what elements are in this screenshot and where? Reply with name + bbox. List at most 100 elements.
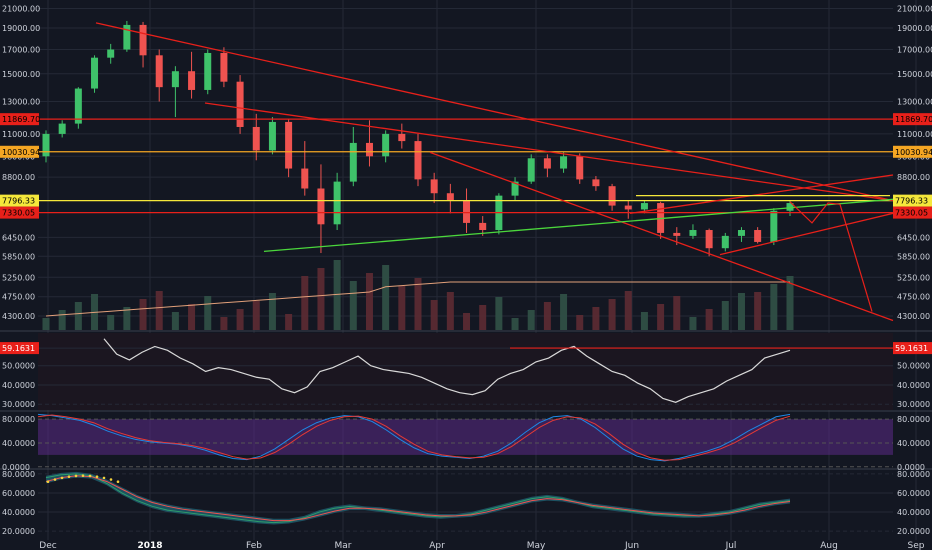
osc-tick-right: 80.0000 [897, 470, 930, 479]
volume-bar [155, 291, 163, 330]
y-tick-label-right: 19000.00 [897, 24, 932, 33]
candle-body [689, 230, 697, 236]
price-label-left-bg [0, 206, 39, 219]
volume-bar [446, 292, 454, 330]
price-label-right: 7330.05 [895, 209, 928, 218]
price-label-right: 10030.94 [895, 148, 932, 157]
volume-bar [317, 268, 325, 330]
price-label-right: 11869.70 [895, 115, 932, 124]
osc-signal-dot [74, 474, 78, 478]
candle-body [673, 232, 681, 236]
volume-bar [74, 302, 82, 330]
rsi-tick-right: 50.0000 [897, 362, 930, 371]
candle-body [560, 156, 568, 169]
osc-tick-left: 40.0000 [2, 508, 35, 517]
volume-bar [673, 296, 681, 330]
y-tick-label-left: 13000.00 [2, 98, 40, 107]
volume-bar [252, 301, 260, 330]
volume-bar [592, 307, 600, 330]
volume-bar [382, 265, 390, 330]
price-label-left-bg [0, 145, 39, 158]
volume-bars [42, 260, 794, 330]
candle-body [608, 186, 616, 206]
osc-signal-dot [81, 474, 85, 478]
x-tick-label: Jun [624, 541, 639, 550]
volume-bar [236, 309, 244, 330]
volume-bar [689, 317, 697, 330]
candle-body [220, 52, 228, 82]
candle-body [236, 81, 244, 127]
price-label-left: 7796.33 [2, 197, 35, 206]
osc-tick-right: 20.0000 [897, 527, 930, 536]
volume-bar [123, 307, 131, 330]
price-label-left: 11869.70 [2, 115, 40, 124]
oscillator-pane [38, 471, 893, 532]
rsi-tick-left: 50.0000 [2, 362, 35, 371]
volume-bar [107, 315, 115, 330]
candle-body [705, 230, 713, 249]
volume-bar [301, 276, 309, 330]
osc-line-b [45, 475, 791, 522]
candle-body [301, 168, 309, 189]
candle-body [511, 181, 519, 196]
x-tick-label: Apr [429, 541, 445, 550]
volume-bar [721, 301, 729, 330]
x-tick-label: Aug [820, 541, 838, 550]
y-tick-label-right: 11000.00 [897, 130, 932, 139]
osc-signal-dot [46, 480, 50, 484]
candle-body [737, 230, 745, 236]
volume-bar [58, 310, 66, 330]
volume-bar [576, 315, 584, 330]
x-tick-label: Feb [246, 541, 262, 550]
projected-path [789, 201, 873, 312]
rsi-tick-left: 40.0000 [2, 381, 35, 390]
volume-bar [786, 276, 794, 330]
candle-body [721, 235, 729, 249]
osc-signal-dot [53, 478, 57, 481]
x-tick-label: Dec [39, 541, 56, 550]
volume-bar [737, 293, 745, 330]
y-tick-label-right: 17000.00 [897, 46, 932, 55]
volume-bar [770, 284, 778, 330]
volume-bar [543, 302, 551, 330]
y-tick-label-left: 11000.00 [2, 130, 40, 139]
y-tick-label-right: 5250.00 [897, 273, 930, 282]
x-tick-label: Jul [725, 541, 737, 550]
rsi-price-label-left: 59.1631 [2, 344, 35, 353]
volume-bar [414, 278, 422, 330]
candle-body [155, 55, 163, 88]
candle-body [58, 123, 66, 134]
candle-body [398, 133, 406, 142]
volume-ma-line [45, 281, 790, 317]
candle-body [188, 71, 196, 90]
volume-bar [171, 312, 179, 330]
price-label-left: 7330.05 [2, 209, 35, 218]
y-tick-label-left: 4300.00 [2, 312, 35, 321]
candle-body [349, 142, 357, 182]
y-tick-label-left: 17000.00 [2, 46, 40, 55]
candle-body [204, 52, 212, 90]
volume-bar [463, 313, 471, 330]
volume-bar [495, 297, 503, 330]
candle-body [285, 121, 293, 169]
osc-tick-left: 20.0000 [2, 527, 35, 536]
volume-bar [285, 314, 293, 330]
x-tick-label: Sep [908, 541, 925, 550]
volume-bar [349, 281, 357, 330]
y-tick-label-right: 15000.00 [897, 70, 932, 79]
stoch-band [38, 419, 893, 455]
y-tick-label-right: 4750.00 [897, 293, 930, 302]
rsi-price-label-right-bg [893, 342, 932, 355]
x-tick-label: 2018 [137, 541, 162, 550]
price-label-right-bg [893, 206, 932, 219]
volume-bar [204, 296, 212, 330]
rsi-tick-left: 30.0000 [2, 400, 35, 409]
volume-bar [220, 317, 228, 330]
candle-body [252, 126, 260, 151]
volume-bar [560, 294, 568, 330]
candle-body [624, 205, 632, 210]
x-tick-label: May [527, 541, 546, 550]
